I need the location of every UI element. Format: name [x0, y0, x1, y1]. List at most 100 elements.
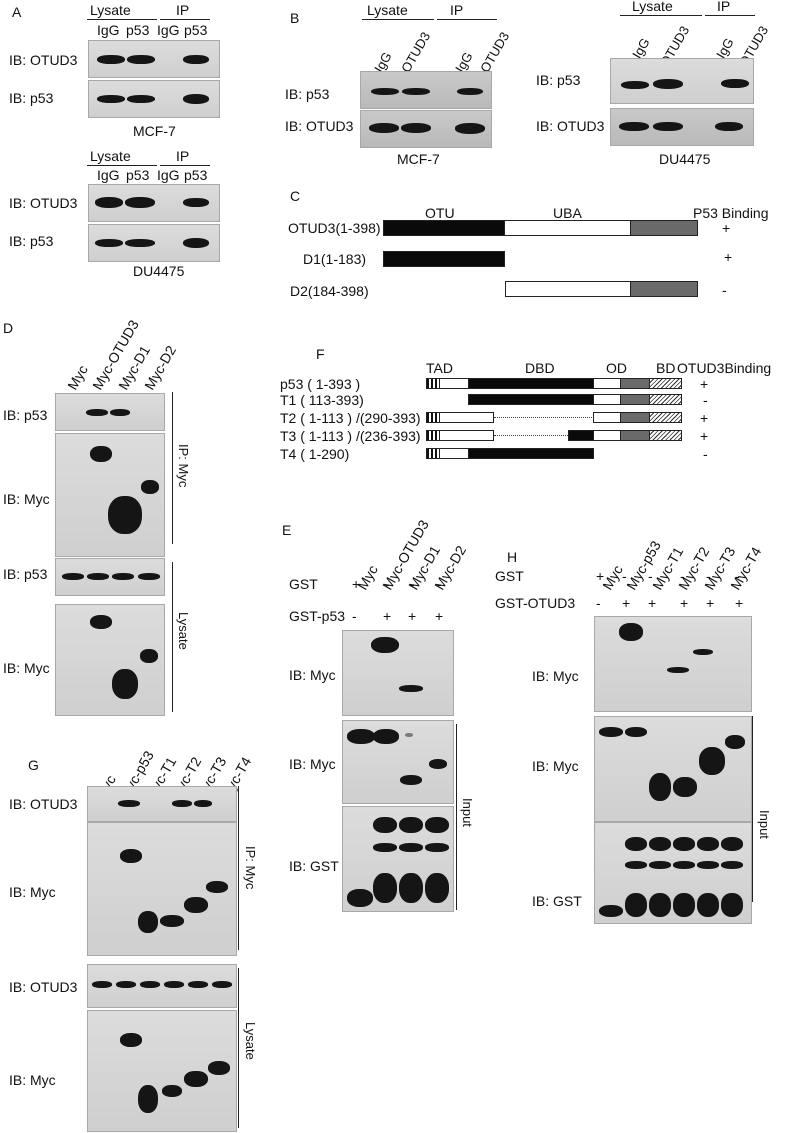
blot-band: [188, 981, 208, 988]
blot-band: [183, 55, 209, 64]
gst-p53-row-label: GST-p53: [289, 608, 346, 624]
linker-bar: [593, 394, 621, 405]
blot-panel: [88, 40, 220, 78]
blot-band: [371, 88, 399, 95]
gst-sign: -: [410, 576, 415, 592]
ip-header: IP: [450, 2, 464, 18]
blot-band: [693, 649, 713, 655]
domain-otu: OTU: [425, 205, 455, 221]
lane-igg: IgG: [97, 22, 120, 38]
blot-band: [457, 88, 483, 95]
blot-panel: [88, 224, 220, 262]
row-label: IB: GST: [289, 858, 339, 874]
blot-band: [399, 685, 423, 692]
blot-band: [184, 1071, 208, 1087]
blot-band: [429, 759, 447, 769]
linker-bar: [439, 430, 494, 441]
blot-panel: [87, 822, 237, 956]
panel-e-letter: E: [282, 522, 292, 538]
gst-otud3-sign: +: [706, 595, 715, 611]
gst-otud3-sign: +: [735, 595, 744, 611]
blot-band: [92, 981, 112, 988]
blot-band: [399, 843, 423, 852]
lane-p53-ip: p53: [184, 167, 208, 183]
blot-panel: [87, 1010, 237, 1132]
row-label: IB: Myc: [9, 884, 56, 900]
row-label: IB: p53: [536, 72, 581, 88]
binding-result: -: [722, 282, 727, 298]
blot-band: [347, 729, 375, 744]
blot-band: [625, 837, 647, 851]
gst-sign: -: [437, 576, 442, 592]
blot-band: [162, 1085, 182, 1097]
bd-domain-bar: [649, 378, 682, 389]
blot-band: [212, 981, 232, 988]
gst-row-label: GST: [495, 568, 524, 584]
blot-band: [649, 773, 671, 801]
blot-panel: [594, 822, 752, 924]
construct-label: p53 ( 1-393 ): [280, 376, 361, 392]
blot-band: [697, 893, 719, 917]
panel-c-letter: C: [290, 188, 301, 204]
gst-otud3-sign: +: [680, 595, 689, 611]
blot-band: [87, 573, 109, 580]
panel-b-letter: B: [290, 10, 300, 26]
row-label: IB: Myc: [9, 1072, 56, 1088]
uba-domain-bar: [505, 281, 631, 297]
ip-myc-side-label: IP: Myc: [243, 846, 258, 890]
linker-bar: [439, 378, 469, 389]
row-label: IB: OTUD3: [536, 118, 605, 134]
blot-band: [108, 496, 142, 534]
blot-band: [399, 817, 423, 833]
blot-band: [725, 735, 745, 749]
blot-panel: [610, 58, 754, 104]
ip-header: IP: [176, 2, 190, 18]
blot-band: [401, 123, 431, 133]
uba-domain-bar: [504, 220, 631, 236]
blot-band: [97, 55, 125, 64]
blot-band: [619, 623, 643, 641]
gst-otud3-sign: -: [596, 595, 601, 611]
od-domain-bar: [620, 430, 650, 441]
blot-band: [112, 669, 138, 699]
blot-band: [619, 122, 649, 131]
domain-od: OD: [606, 360, 627, 376]
blot-band: [112, 573, 134, 580]
blot-band: [125, 197, 155, 208]
panel-d-letter: D: [3, 320, 14, 336]
blot-band: [183, 238, 209, 248]
blot-panel: [55, 558, 165, 596]
blot-panel: [360, 110, 492, 148]
deletion-line: [494, 435, 568, 436]
lane-p53: p53: [126, 167, 150, 183]
blot-band: [649, 893, 671, 917]
blot-band: [97, 95, 125, 103]
row-label: IB: OTUD3: [9, 52, 78, 68]
row-label: IB: Myc: [289, 756, 336, 772]
blot-panel: [594, 716, 752, 822]
blot-band: [721, 79, 749, 88]
blot-band: [206, 881, 228, 893]
lane-p53-ip: p53: [184, 22, 208, 38]
blot-band: [62, 573, 84, 580]
blot-band: [164, 981, 184, 988]
blot-band: [673, 777, 697, 797]
bd-domain-bar: [649, 394, 682, 405]
blot-band: [455, 123, 485, 134]
blot-band: [138, 911, 158, 933]
blot-band: [373, 873, 397, 903]
ip-header: IP: [176, 148, 190, 164]
gst-otud3-sign: +: [648, 595, 657, 611]
linker-bar: [439, 412, 494, 423]
construct-label: T1 ( 113-393): [280, 392, 364, 408]
blot-band: [399, 873, 423, 903]
blot-band: [208, 1061, 230, 1075]
blot-band: [141, 480, 159, 494]
lane-igg: IgG: [97, 167, 120, 183]
gst-sign: -: [648, 568, 653, 584]
gst-p53-sign: +: [408, 608, 417, 624]
binding-result: +: [700, 410, 709, 426]
blot-band: [138, 573, 160, 580]
blot-band: [667, 667, 689, 673]
lane-p53: p53: [126, 22, 150, 38]
